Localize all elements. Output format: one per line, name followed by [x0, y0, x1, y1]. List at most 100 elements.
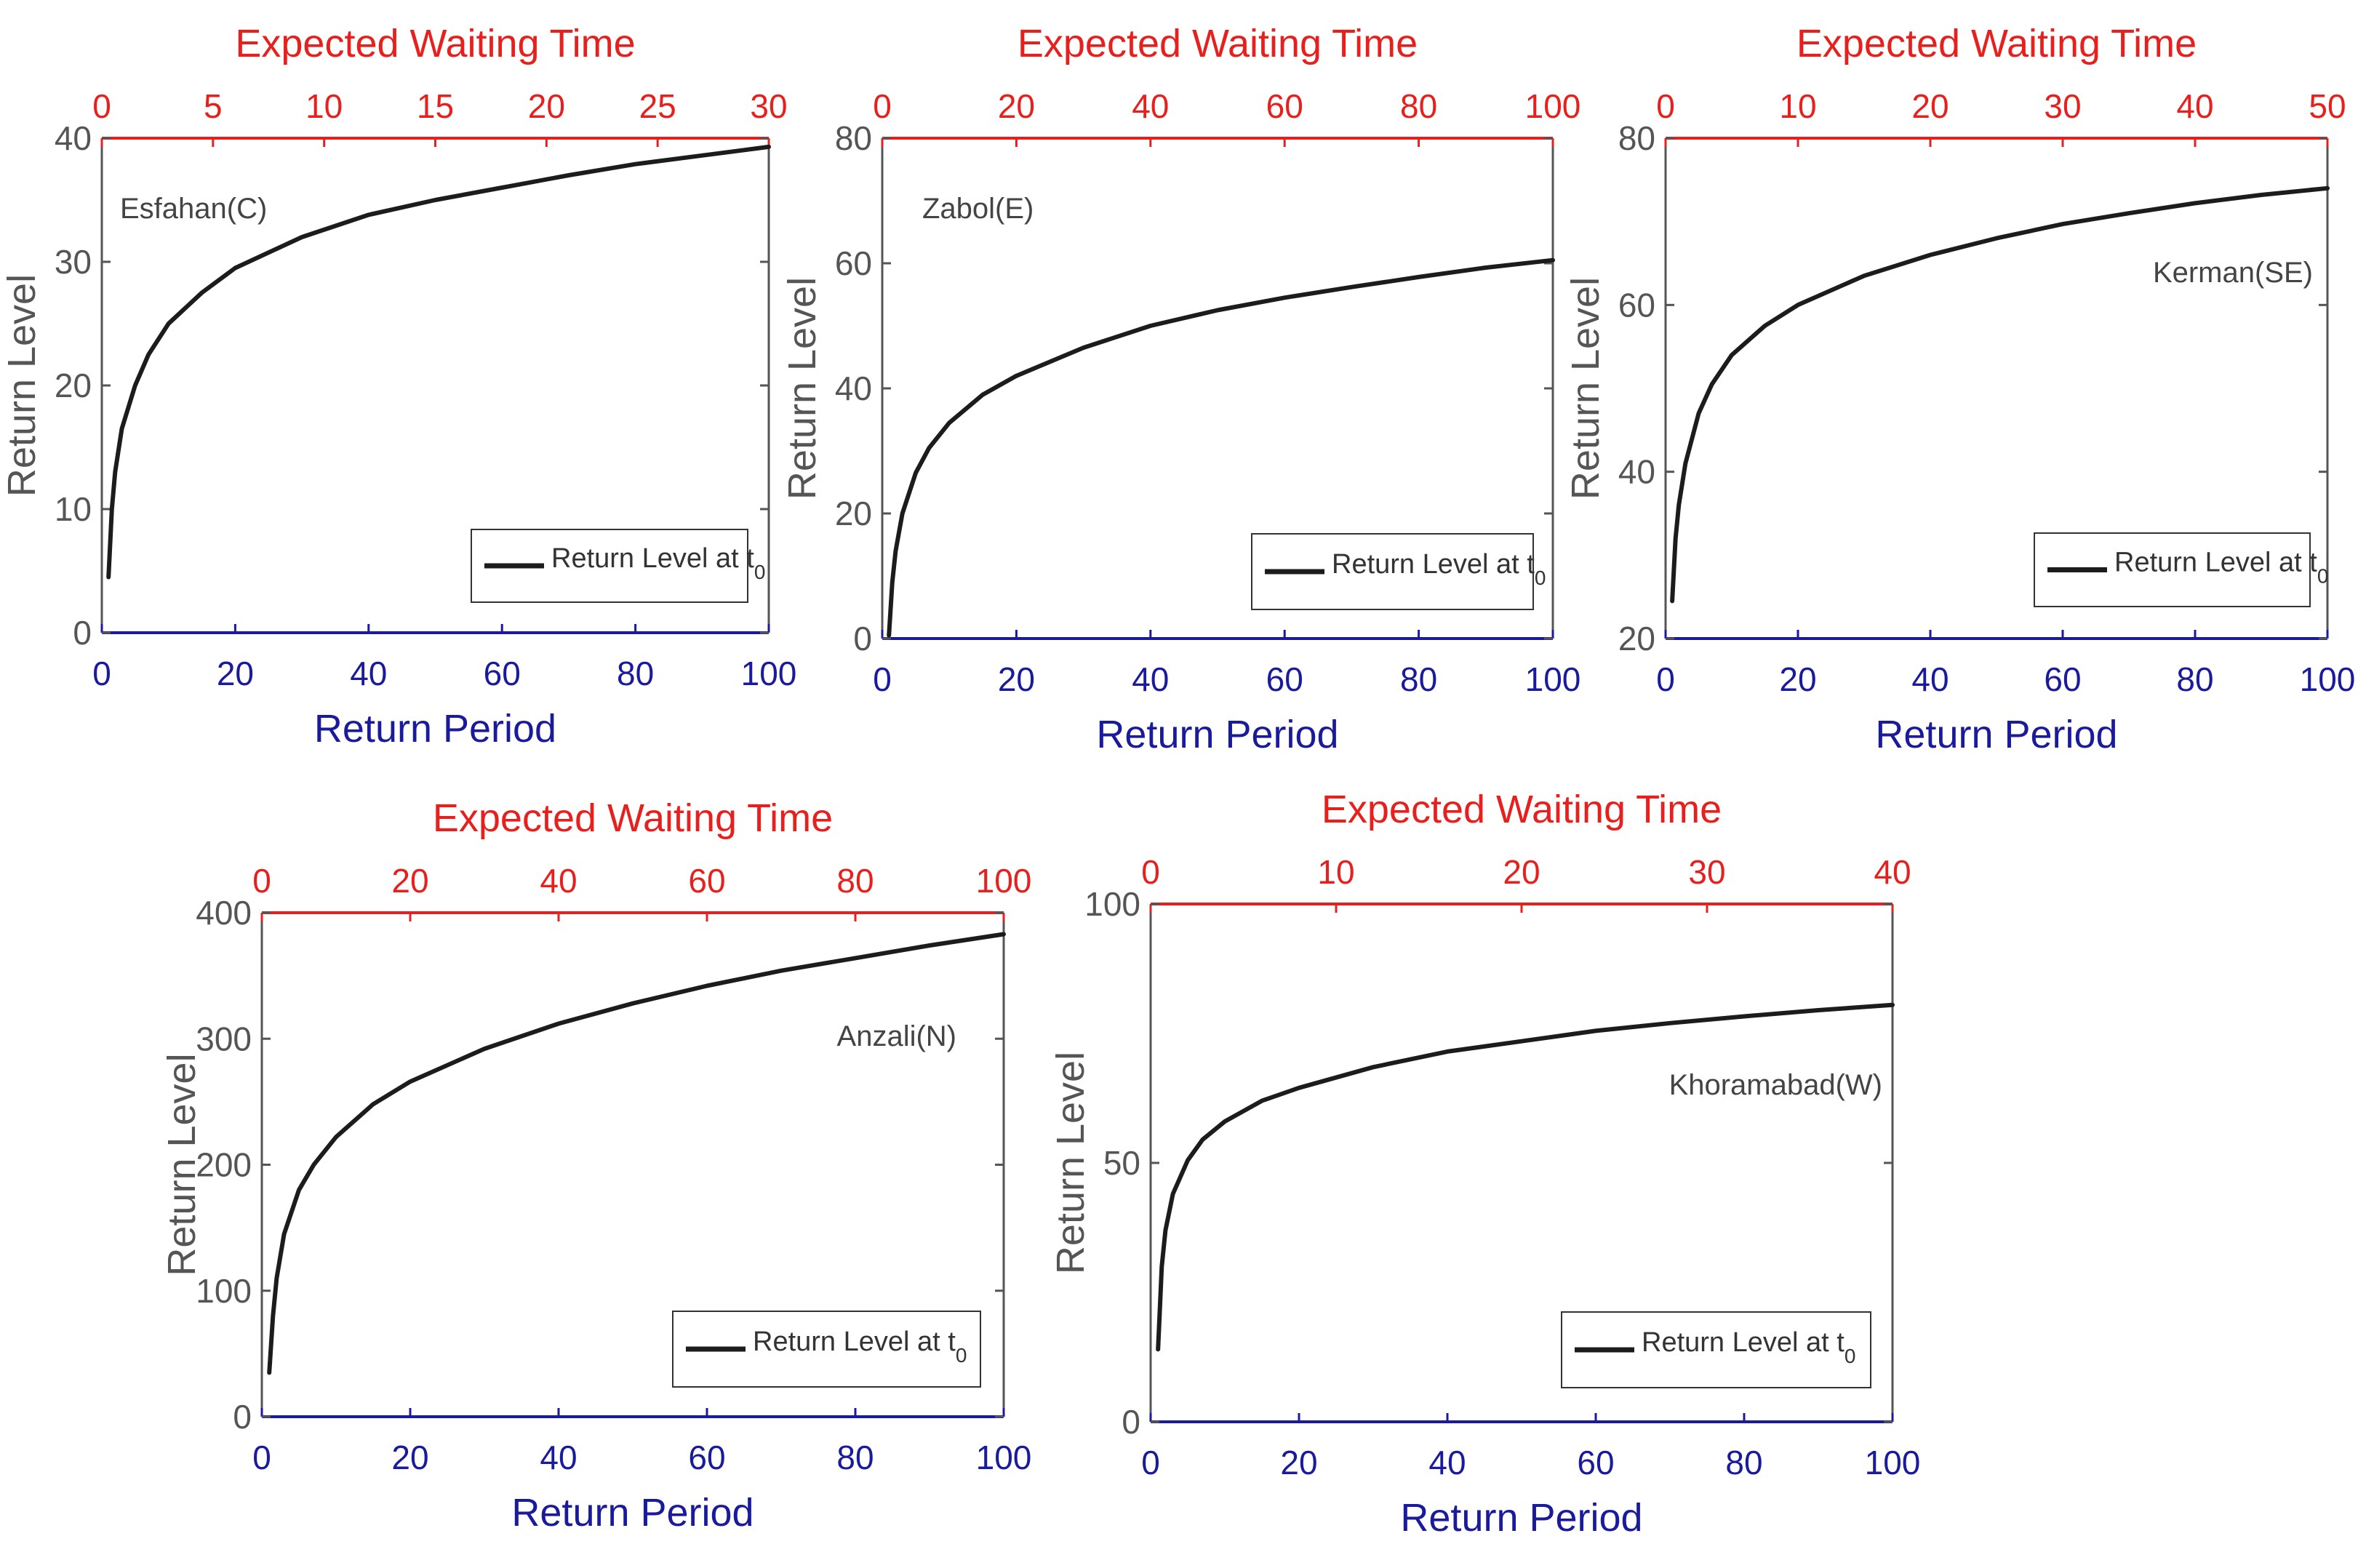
x-tick-label: 80	[2176, 660, 2213, 698]
x-tick-label: 100	[1865, 1444, 1921, 1481]
legend-box	[1561, 1311, 1871, 1388]
top-axis-title: Expected Waiting Time	[1322, 788, 1722, 831]
x-tick-label: 20	[1779, 660, 1816, 698]
station-label: Zabol(E)	[922, 193, 1034, 225]
x-tick-label: 60	[2044, 660, 2081, 698]
x2-tick-label: 10	[1779, 87, 1816, 125]
x2-tick-label: 30	[750, 87, 787, 125]
x2-tick-label: 60	[1266, 87, 1303, 125]
x2-tick-label: 20	[1911, 87, 1949, 125]
y-tick-label: 100	[196, 1272, 252, 1310]
x2-tick-label: 100	[976, 862, 1032, 900]
x2-tick-label: 20	[1503, 853, 1540, 891]
x-tick-label: 20	[391, 1439, 428, 1476]
x2-tick-label: 20	[391, 862, 428, 900]
x-tick-label: 40	[1428, 1444, 1466, 1481]
legend: Return Level at t0	[672, 1311, 981, 1388]
legend: Return Level at t0	[471, 529, 765, 603]
y-tick-label: 60	[1618, 286, 1655, 324]
panel-anzali: 0 20 40 60 80 100 0 20 40 60 80 100 0 100 200 300 400 Exp…	[160, 796, 1031, 1535]
x2-tick-label: 0	[252, 862, 271, 900]
y-axis-title: Return Level	[0, 274, 44, 497]
x2-tick-label: 80	[836, 862, 874, 900]
x-tick-label: 40	[1132, 660, 1169, 698]
return-level-curve	[887, 257, 1555, 638]
x-tick-label: 0	[1656, 660, 1675, 698]
top-axis-title: Expected Waiting Time	[433, 796, 833, 840]
y-axis-title: Return Level	[1049, 1052, 1092, 1274]
y-tick-label: 20	[55, 367, 92, 404]
y-tick-label: 10	[55, 490, 92, 528]
x-tick-label: 100	[741, 655, 797, 692]
y-tick-label: 20	[835, 495, 872, 532]
y-axis-title: Return Level	[780, 277, 824, 500]
x2-tick-label: 40	[540, 862, 577, 900]
top-axis-title: Expected Waiting Time	[1018, 22, 1418, 65]
x2-tick-label: 10	[1317, 853, 1354, 891]
x-tick-label: 40	[1911, 660, 1949, 698]
y-tick-label: 60	[835, 244, 872, 282]
station-label: Khoramabad(W)	[1669, 1069, 1882, 1101]
x-axis-title: Return Period	[1096, 713, 1338, 756]
station-label: Anzali(N)	[837, 1020, 956, 1052]
x-tick-label: 60	[484, 655, 521, 692]
y-axis-title: Return Level	[1564, 277, 1607, 500]
legend: Return Level at t0	[1251, 533, 1546, 610]
x-tick-label: 20	[217, 655, 254, 692]
y-tick-label: 40	[835, 369, 872, 407]
x-tick-label: 60	[1577, 1444, 1614, 1481]
y-tick-label: 80	[1618, 119, 1655, 157]
x2-tick-label: 40	[1874, 853, 1911, 891]
return-level-curve	[1670, 185, 2330, 604]
x2-tick-label: 30	[2044, 87, 2081, 125]
x2-tick-label: 50	[2309, 87, 2346, 125]
top-axis-title: Expected Waiting Time	[1797, 22, 2197, 65]
x2-tick-label: 0	[92, 87, 111, 125]
x-tick-label: 20	[998, 660, 1035, 698]
y-tick-label: 40	[1618, 453, 1655, 491]
legend: Return Level at t0	[1561, 1311, 1871, 1388]
x2-tick-label: 25	[639, 87, 676, 125]
x2-tick-label: 10	[305, 87, 343, 125]
x2-tick-label: 20	[528, 87, 565, 125]
x-tick-label: 100	[976, 1439, 1032, 1476]
station-label: Kerman(SE)	[2153, 257, 2313, 289]
x2-tick-label: 0	[1141, 853, 1160, 891]
x-tick-label: 40	[540, 1439, 577, 1476]
y-tick-label: 80	[835, 119, 872, 157]
x2-tick-label: 100	[1525, 87, 1581, 125]
x-tick-label: 80	[836, 1439, 874, 1476]
x-tick-label: 60	[688, 1439, 725, 1476]
y-tick-label: 0	[233, 1398, 252, 1436]
x-axis-title: Return Period	[1875, 713, 2117, 756]
x-axis-title: Return Period	[1400, 1496, 1642, 1540]
y-tick-label: 50	[1103, 1144, 1140, 1182]
panel-esfahan: 0 20 40 60 80 100 0 5 10 15 20 25 30 0 10 20 30 40 Expecte…	[0, 22, 796, 751]
y-tick-label: 20	[1618, 620, 1655, 657]
x2-tick-label: 40	[1132, 87, 1169, 125]
x-tick-label: 20	[1280, 1444, 1317, 1481]
y-tick-label: 400	[196, 894, 252, 932]
y-tick-label: 100	[1084, 885, 1140, 923]
y-tick-label: 0	[73, 614, 92, 652]
x2-tick-label: 80	[1400, 87, 1437, 125]
station-label: Esfahan(C)	[120, 193, 267, 225]
legend-label: Return Level at t0	[2114, 548, 2328, 588]
return-level-curve	[267, 932, 1006, 1375]
x2-tick-label: 30	[1688, 853, 1725, 891]
x-tick-label: 0	[252, 1439, 271, 1476]
x2-tick-label: 60	[688, 862, 725, 900]
x-tick-label: 0	[1141, 1444, 1160, 1481]
y-tick-label: 30	[55, 243, 92, 281]
x-axis-title: Return Period	[314, 707, 556, 751]
legend-label: Return Level at t0	[753, 1327, 967, 1367]
x-tick-label: 0	[873, 660, 892, 698]
x-tick-label: 100	[1525, 660, 1581, 698]
x2-tick-label: 5	[204, 87, 223, 125]
x2-tick-label: 0	[1656, 87, 1675, 125]
x-axis-title: Return Period	[511, 1491, 754, 1535]
x-tick-label: 60	[1266, 660, 1303, 698]
y-tick-label: 40	[55, 119, 92, 157]
